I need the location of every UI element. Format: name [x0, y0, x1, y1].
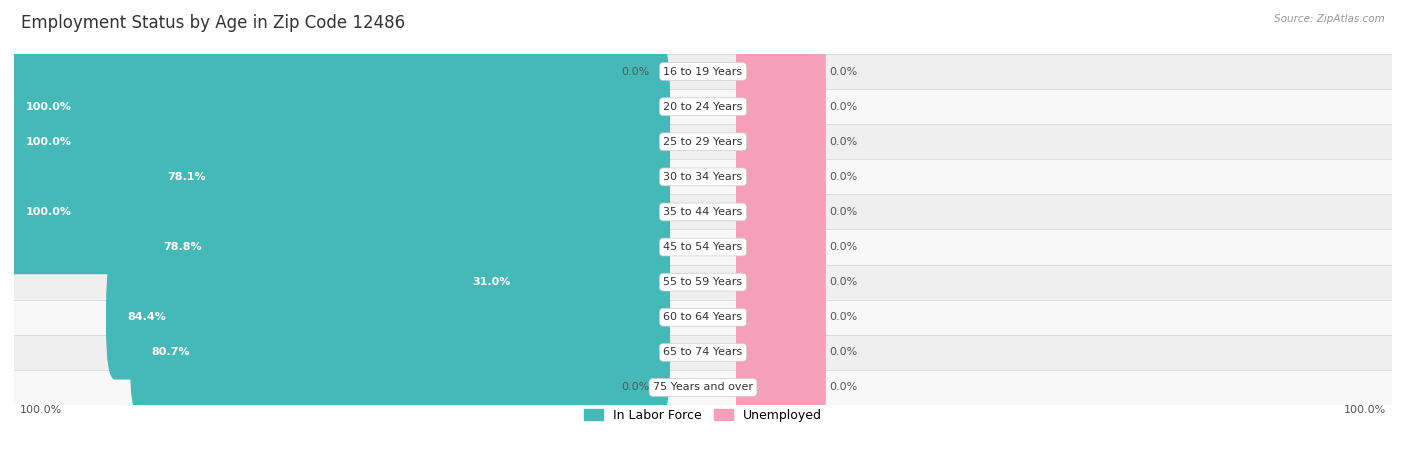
- Text: Employment Status by Age in Zip Code 12486: Employment Status by Age in Zip Code 124…: [21, 14, 405, 32]
- Legend: In Labor Force, Unemployed: In Labor Force, Unemployed: [579, 404, 827, 427]
- Text: 0.0%: 0.0%: [828, 242, 858, 252]
- Text: 100.0%: 100.0%: [27, 137, 72, 147]
- Text: 78.1%: 78.1%: [167, 172, 207, 182]
- FancyBboxPatch shape: [735, 220, 825, 344]
- FancyBboxPatch shape: [735, 185, 825, 309]
- FancyBboxPatch shape: [105, 255, 671, 379]
- Text: 75 Years and over: 75 Years and over: [652, 382, 754, 392]
- Text: 35 to 44 Years: 35 to 44 Years: [664, 207, 742, 217]
- Text: 0.0%: 0.0%: [828, 67, 858, 76]
- FancyBboxPatch shape: [735, 45, 825, 169]
- FancyBboxPatch shape: [14, 335, 1392, 370]
- FancyBboxPatch shape: [14, 54, 1392, 89]
- Text: 0.0%: 0.0%: [621, 382, 650, 392]
- Text: 20 to 24 Years: 20 to 24 Years: [664, 102, 742, 112]
- FancyBboxPatch shape: [14, 89, 1392, 124]
- Text: 0.0%: 0.0%: [828, 137, 858, 147]
- Text: 16 to 19 Years: 16 to 19 Years: [664, 67, 742, 76]
- Text: 31.0%: 31.0%: [472, 277, 510, 287]
- Text: 60 to 64 Years: 60 to 64 Years: [664, 312, 742, 322]
- Text: 78.8%: 78.8%: [163, 242, 202, 252]
- FancyBboxPatch shape: [146, 115, 671, 239]
- Text: 0.0%: 0.0%: [828, 172, 858, 182]
- FancyBboxPatch shape: [735, 150, 825, 274]
- FancyBboxPatch shape: [129, 290, 671, 414]
- FancyBboxPatch shape: [14, 124, 1392, 159]
- FancyBboxPatch shape: [14, 370, 1392, 405]
- FancyBboxPatch shape: [735, 255, 825, 379]
- Text: 55 to 59 Years: 55 to 59 Years: [664, 277, 742, 287]
- FancyBboxPatch shape: [735, 115, 825, 239]
- Text: 30 to 34 Years: 30 to 34 Years: [664, 172, 742, 182]
- Text: 0.0%: 0.0%: [828, 312, 858, 322]
- FancyBboxPatch shape: [14, 300, 1392, 335]
- Text: 65 to 74 Years: 65 to 74 Years: [664, 347, 742, 357]
- Text: 100.0%: 100.0%: [20, 405, 62, 415]
- FancyBboxPatch shape: [6, 150, 671, 274]
- FancyBboxPatch shape: [6, 45, 671, 169]
- Text: 100.0%: 100.0%: [27, 102, 72, 112]
- Text: 0.0%: 0.0%: [828, 207, 858, 217]
- Text: 0.0%: 0.0%: [828, 277, 858, 287]
- FancyBboxPatch shape: [14, 265, 1392, 300]
- FancyBboxPatch shape: [6, 80, 671, 204]
- Text: Source: ZipAtlas.com: Source: ZipAtlas.com: [1274, 14, 1385, 23]
- Text: 100.0%: 100.0%: [1344, 405, 1386, 415]
- FancyBboxPatch shape: [735, 9, 825, 134]
- Text: 45 to 54 Years: 45 to 54 Years: [664, 242, 742, 252]
- FancyBboxPatch shape: [14, 159, 1392, 194]
- Text: 80.7%: 80.7%: [150, 347, 190, 357]
- Text: 25 to 29 Years: 25 to 29 Years: [664, 137, 742, 147]
- Text: 0.0%: 0.0%: [621, 67, 650, 76]
- Text: 0.0%: 0.0%: [828, 382, 858, 392]
- Text: 84.4%: 84.4%: [127, 312, 166, 322]
- Text: 0.0%: 0.0%: [828, 102, 858, 112]
- FancyBboxPatch shape: [735, 80, 825, 204]
- Text: 0.0%: 0.0%: [828, 347, 858, 357]
- FancyBboxPatch shape: [735, 325, 825, 450]
- FancyBboxPatch shape: [142, 185, 671, 309]
- FancyBboxPatch shape: [451, 220, 671, 344]
- FancyBboxPatch shape: [735, 290, 825, 414]
- Text: 100.0%: 100.0%: [27, 207, 72, 217]
- FancyBboxPatch shape: [14, 230, 1392, 265]
- FancyBboxPatch shape: [14, 194, 1392, 230]
